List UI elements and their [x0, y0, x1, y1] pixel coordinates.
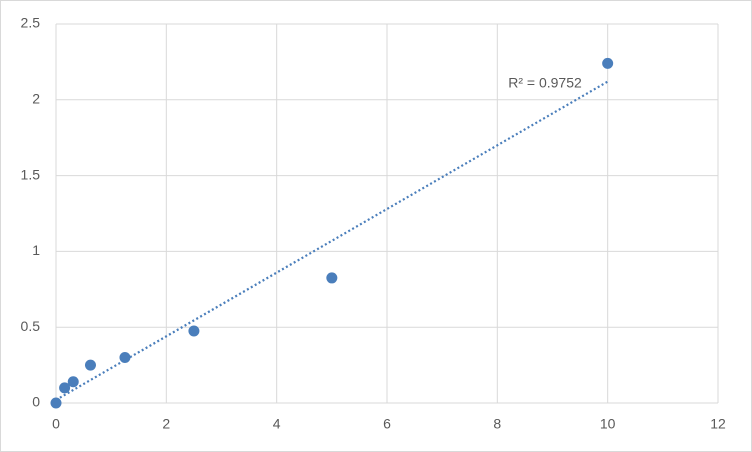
data-point [326, 272, 338, 284]
r-squared-annotation: R² = 0.9752 [508, 75, 582, 91]
y-tick-label: 0.5 [21, 318, 41, 334]
data-point [84, 359, 96, 371]
y-tick-label: 0 [32, 394, 40, 410]
x-tick-label: 6 [383, 416, 391, 432]
x-tick-label: 8 [493, 416, 501, 432]
data-point [602, 57, 614, 69]
data-point [50, 397, 62, 409]
data-point [59, 382, 71, 394]
data-point [188, 325, 200, 337]
data-point [67, 376, 79, 388]
x-tick-label: 4 [273, 416, 281, 432]
data-point [119, 352, 131, 364]
y-tick-label: 2 [32, 91, 40, 107]
y-tick-label: 2.5 [21, 15, 41, 31]
x-tick-label: 10 [600, 416, 616, 432]
x-tick-label: 2 [162, 416, 170, 432]
x-tick-label: 0 [52, 416, 60, 432]
y-tick-label: 1.5 [21, 166, 41, 182]
x-tick-label: 12 [710, 416, 726, 432]
y-tick-label: 1 [32, 242, 40, 258]
